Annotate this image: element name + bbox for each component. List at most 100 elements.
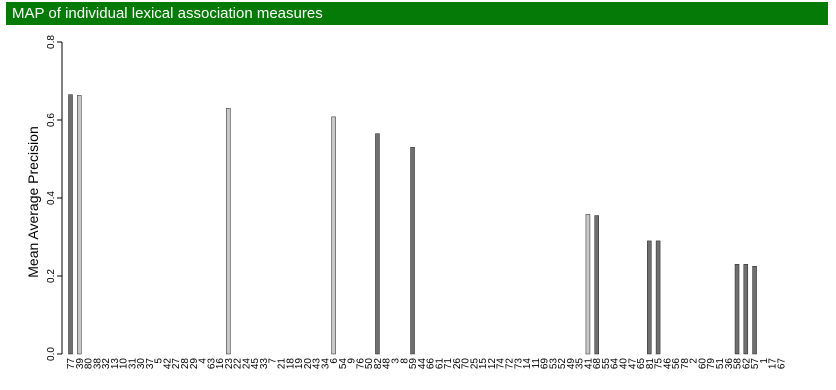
x-tick-label-57: 57 [750, 358, 761, 370]
x-tick-label-76: 76 [355, 358, 366, 370]
x-tick-label-67: 67 [776, 358, 787, 370]
x-tick-label-69: 69 [540, 358, 551, 370]
x-tick-label-16: 16 [215, 358, 226, 370]
x-tick-label-13: 13 [110, 358, 121, 370]
x-tick-label-9: 9 [347, 358, 358, 364]
x-tick-label-10: 10 [119, 358, 130, 370]
x-tick-label-21: 21 [276, 358, 287, 370]
x-tick-label-79: 79 [706, 358, 717, 370]
x-tick-label-68: 68 [592, 358, 603, 370]
x-tick-label-81: 81 [645, 358, 656, 370]
x-tick-label-17: 17 [768, 358, 779, 370]
x-tick-label-24: 24 [241, 358, 252, 370]
x-tick-label-80: 80 [84, 358, 95, 370]
x-tick-label-35: 35 [575, 358, 586, 370]
x-tick-label-77: 77 [66, 358, 77, 370]
x-tick-label-50: 50 [364, 358, 375, 370]
x-tick-label-31: 31 [127, 358, 138, 370]
x-tick-label-60: 60 [697, 358, 708, 370]
x-tick-label-56: 56 [671, 358, 682, 370]
x-tick-label-11: 11 [531, 358, 542, 369]
x-tick-label-29: 29 [189, 358, 200, 370]
x-tick-label-51: 51 [715, 358, 726, 370]
x-tick-label-53: 53 [548, 358, 559, 370]
x-tick-label-71: 71 [443, 358, 454, 370]
bar-68 [594, 215, 599, 355]
x-tick-label-43: 43 [312, 358, 323, 370]
x-tick-label-38: 38 [92, 358, 103, 370]
x-tick-label-30: 30 [136, 358, 147, 370]
x-tick-label-12: 12 [487, 358, 498, 370]
x-tick-label-2: 2 [689, 358, 700, 364]
x-tick-label-74: 74 [496, 358, 507, 370]
x-tick-label-82: 82 [373, 358, 384, 370]
bar-39 [77, 95, 82, 355]
x-tick-label-65: 65 [636, 358, 647, 370]
y-tick-label: 0.8 [46, 35, 57, 49]
x-tick-label-18: 18 [285, 358, 296, 370]
bar-82 [375, 133, 380, 355]
x-tick-label-6: 6 [329, 358, 340, 364]
x-tick-label-26: 26 [452, 358, 463, 370]
y-tick-label: 0.2 [46, 269, 57, 283]
x-tick-label-55: 55 [601, 358, 612, 370]
x-tick-label-62: 62 [741, 358, 752, 370]
bar-77 [68, 94, 73, 355]
y-tick-label: 0.4 [46, 191, 57, 205]
x-tick-label-42: 42 [162, 358, 173, 370]
x-tick-label-20: 20 [303, 358, 314, 370]
x-tick-label-39: 39 [75, 358, 86, 370]
bar-75 [655, 240, 661, 355]
bars [68, 94, 757, 355]
x-tick-label-40: 40 [619, 358, 630, 370]
y-axis-label: Mean Average Precision [25, 126, 41, 278]
x-tick-label-45: 45 [250, 358, 261, 370]
x-tick-label-64: 64 [610, 358, 621, 370]
x-tick-label-52: 52 [557, 358, 568, 370]
x-tick-label-46: 46 [662, 358, 673, 370]
x-tick-label-8: 8 [399, 358, 410, 364]
x-tick-label-25: 25 [469, 358, 480, 370]
x-tick-label-41: 41 [583, 358, 594, 370]
y-tick-label: 0.6 [46, 113, 57, 127]
x-tick-label-37: 37 [145, 358, 156, 370]
x-tick-label-5: 5 [154, 358, 165, 364]
x-tick-label-15: 15 [478, 358, 489, 370]
x-tick-label-54: 54 [338, 358, 349, 370]
x-tick-label-22: 22 [233, 358, 244, 370]
x-tick-label-61: 61 [434, 358, 445, 370]
x-tick-label-70: 70 [461, 358, 472, 370]
x-tick-label-59: 59 [408, 358, 419, 370]
chart-title: MAP of individual lexical association me… [6, 2, 828, 25]
x-tick-labels: 7739803832131031303754227282946316232224… [66, 358, 787, 370]
bar-6 [331, 116, 336, 355]
x-tick-label-36: 36 [724, 358, 735, 370]
bar-57 [752, 266, 757, 355]
x-tick-label-48: 48 [382, 358, 393, 370]
x-tick-label-49: 49 [566, 358, 577, 370]
bar-59 [410, 147, 415, 355]
x-tick-label-23: 23 [224, 358, 235, 370]
x-tick-label-78: 78 [680, 358, 691, 370]
x-tick-label-32: 32 [101, 358, 112, 370]
y-tick-label: 0.0 [46, 347, 57, 361]
x-tick-label-58: 58 [733, 358, 744, 370]
bar-41 [585, 214, 591, 355]
x-tick-label-1: 1 [759, 358, 770, 364]
x-tick-label-34: 34 [320, 358, 331, 370]
x-tick-label-75: 75 [654, 358, 665, 370]
x-tick-label-44: 44 [417, 358, 428, 370]
bar-58 [734, 264, 740, 355]
bar-62 [743, 264, 749, 355]
y-axis: 0.0 0.2 0.4 0.6 0.8 [46, 35, 63, 361]
x-tick-label-3: 3 [390, 358, 401, 364]
x-tick-label-66: 66 [426, 358, 437, 370]
x-tick-label-27: 27 [171, 358, 182, 370]
bar-81 [647, 240, 652, 355]
x-tick-label-28: 28 [180, 358, 191, 370]
x-tick-label-4: 4 [198, 358, 209, 364]
x-tick-label-19: 19 [294, 358, 305, 370]
x-tick-label-72: 72 [505, 358, 516, 370]
x-tick-label-33: 33 [259, 358, 270, 370]
